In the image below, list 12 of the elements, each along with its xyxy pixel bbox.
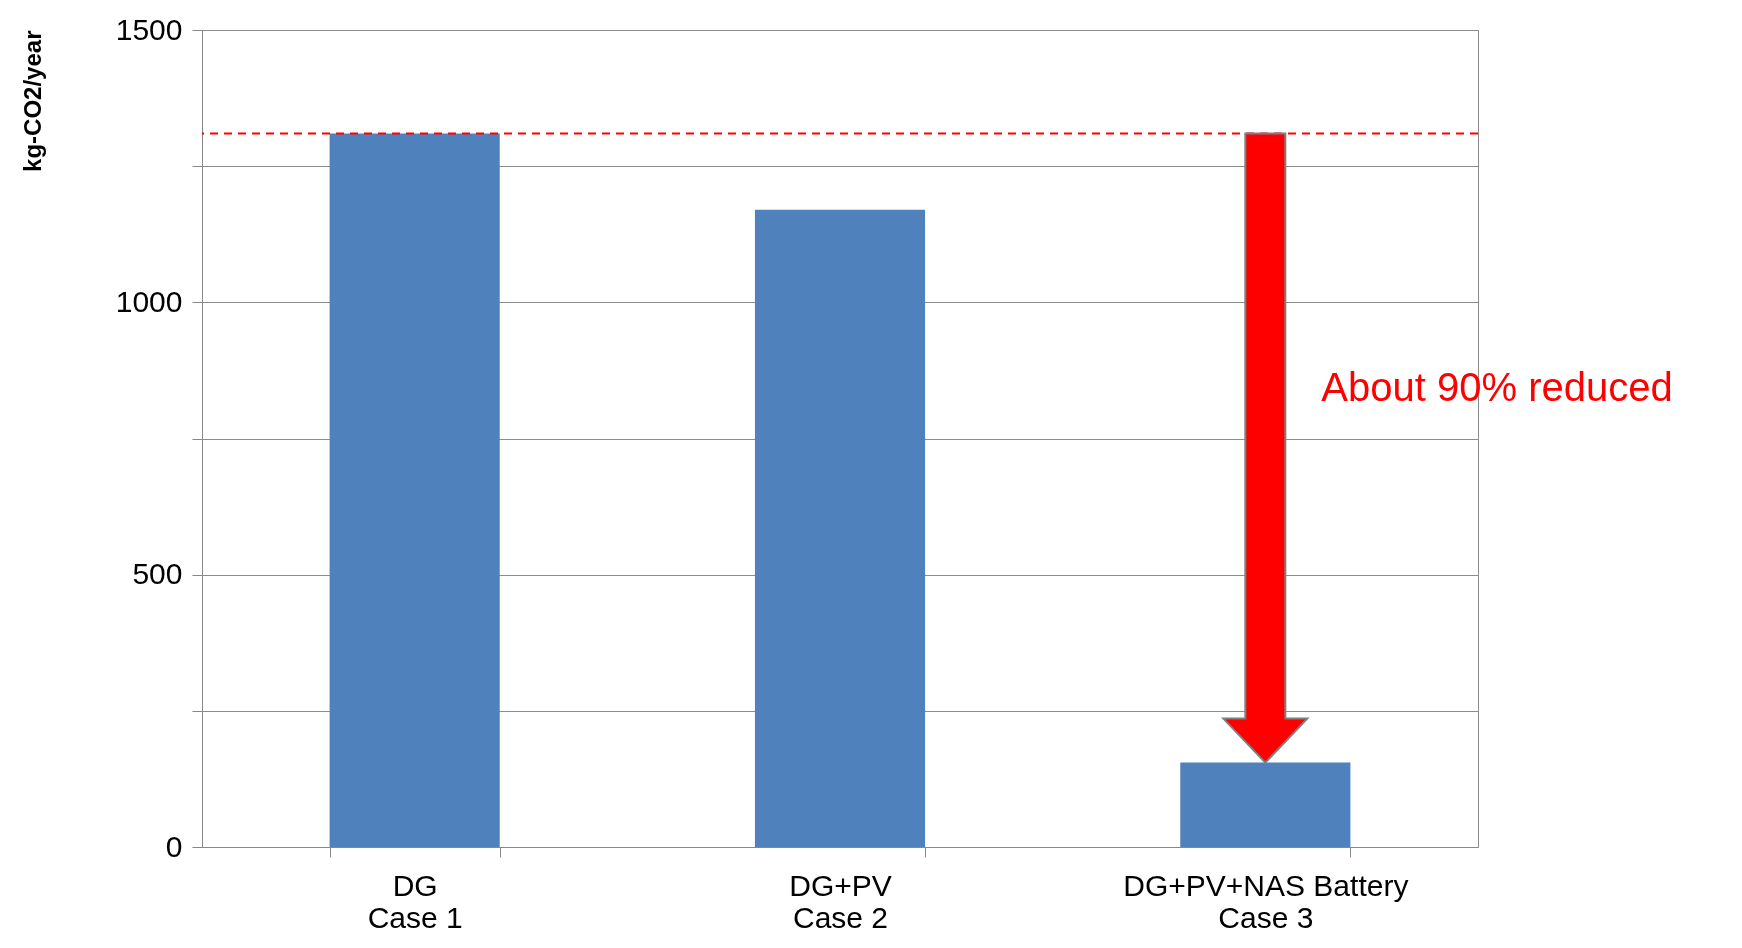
bar bbox=[1180, 762, 1351, 847]
y-tick-label: 1500 bbox=[115, 12, 183, 46]
bar bbox=[754, 209, 926, 847]
y-tick-label: 0 bbox=[165, 829, 183, 863]
x-tick-label: DG+PV Case 2 bbox=[789, 868, 892, 934]
x-tick-label: DG+PV+NAS Battery Case 3 bbox=[1123, 868, 1409, 934]
x-tick-label: DG Case 1 bbox=[367, 868, 463, 934]
y-axis-title: kg-CO2/year bbox=[18, 30, 46, 172]
y-tick-label: 500 bbox=[132, 557, 183, 591]
bar bbox=[329, 133, 500, 847]
y-tick-label: 1000 bbox=[115, 284, 183, 318]
annotation: About 90% reduced bbox=[1321, 365, 1673, 410]
